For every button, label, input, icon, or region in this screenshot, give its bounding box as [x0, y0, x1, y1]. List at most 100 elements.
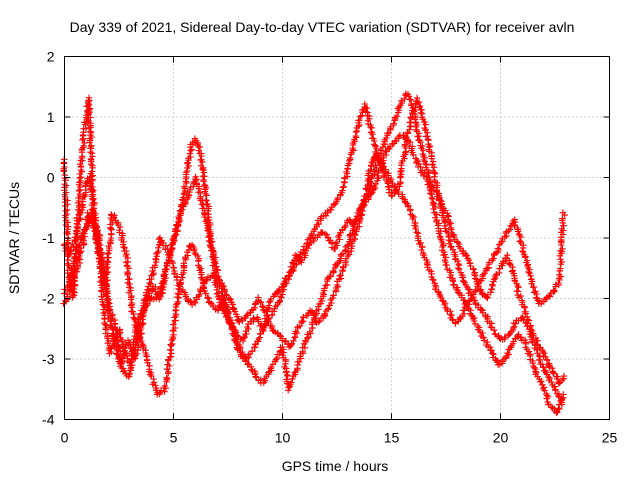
data-point [441, 251, 448, 258]
data-point [555, 279, 562, 287]
data-point [412, 225, 419, 233]
data-point [360, 197, 367, 204]
data-point [435, 190, 442, 197]
data-point [522, 310, 529, 317]
data-point [527, 272, 534, 279]
data-point [545, 373, 552, 381]
data-point [284, 372, 291, 380]
data-point [482, 265, 490, 273]
data-point [117, 329, 124, 336]
data-point [229, 326, 236, 334]
y-tick-label: -1 [42, 230, 55, 246]
data-point [315, 220, 322, 228]
data-point [358, 112, 365, 119]
data-point [287, 379, 295, 386]
data-point [413, 229, 420, 236]
data-point [377, 160, 385, 167]
data-point [77, 174, 85, 181]
data-point [114, 351, 121, 358]
data-point [187, 153, 194, 161]
data-point [170, 321, 177, 328]
data-point [197, 286, 204, 293]
data-point [178, 206, 186, 213]
data-point [463, 252, 470, 259]
data-point [484, 338, 491, 346]
data-point [555, 392, 562, 400]
data-point [472, 286, 479, 294]
data-point [167, 249, 174, 256]
data-point [290, 337, 297, 344]
data-point [432, 170, 439, 177]
data-point [539, 361, 546, 368]
data-point [66, 274, 73, 281]
data-point [74, 223, 81, 230]
axis-ticks [64, 56, 610, 420]
data-point [223, 312, 230, 319]
data-point [426, 174, 433, 181]
data-point [201, 173, 208, 180]
data-point [406, 126, 413, 133]
data-point [252, 341, 259, 348]
data-point [543, 371, 551, 378]
chart-title: Day 339 of 2021, Sidereal Day-to-day VTE… [70, 19, 575, 35]
data-point [199, 158, 206, 166]
data-point [420, 147, 427, 154]
data-point [540, 384, 548, 391]
data-point [174, 290, 182, 297]
data-point [517, 233, 525, 241]
data-point [163, 374, 170, 381]
data-point [384, 130, 391, 137]
data-point [140, 297, 148, 304]
data-point [183, 179, 190, 187]
data-point [325, 305, 332, 312]
data-point [248, 348, 256, 355]
data-point [540, 364, 547, 371]
data-point [339, 187, 346, 194]
data-point [210, 259, 218, 266]
data-point [161, 382, 168, 390]
data-point [367, 123, 374, 131]
data-point [506, 226, 514, 233]
data-point [169, 236, 176, 244]
data-point [101, 279, 109, 287]
data-point [129, 362, 136, 369]
data-point [155, 244, 162, 251]
data-point [489, 281, 496, 288]
data-point [506, 260, 513, 268]
data-point [444, 229, 452, 236]
data-point [86, 97, 93, 104]
data-point [552, 387, 559, 394]
data-point [419, 244, 426, 251]
data-point [171, 233, 178, 240]
data-point [453, 285, 460, 293]
data-point [443, 228, 450, 235]
data-point [306, 328, 313, 336]
data-point [180, 183, 188, 190]
data-point [283, 371, 291, 379]
data-point [373, 164, 380, 172]
data-point [124, 357, 131, 365]
data-point [327, 206, 335, 213]
x-tick-label: 0 [61, 430, 69, 446]
data-point [553, 375, 561, 383]
data-points [60, 90, 568, 416]
data-point [60, 168, 67, 175]
data-point [132, 326, 139, 334]
data-point [519, 247, 526, 255]
data-point [459, 274, 466, 281]
data-point [207, 242, 214, 250]
data-point [520, 248, 527, 256]
data-point [406, 207, 414, 214]
data-point [430, 205, 437, 213]
data-point [259, 303, 266, 310]
data-point [171, 324, 179, 332]
data-point [344, 252, 351, 260]
grid-lines [64, 56, 610, 420]
data-point [555, 405, 562, 412]
data-point [186, 150, 193, 157]
y-tick-label: 0 [47, 170, 55, 186]
data-point [175, 291, 182, 298]
data-point [558, 258, 565, 266]
data-point [529, 284, 537, 291]
